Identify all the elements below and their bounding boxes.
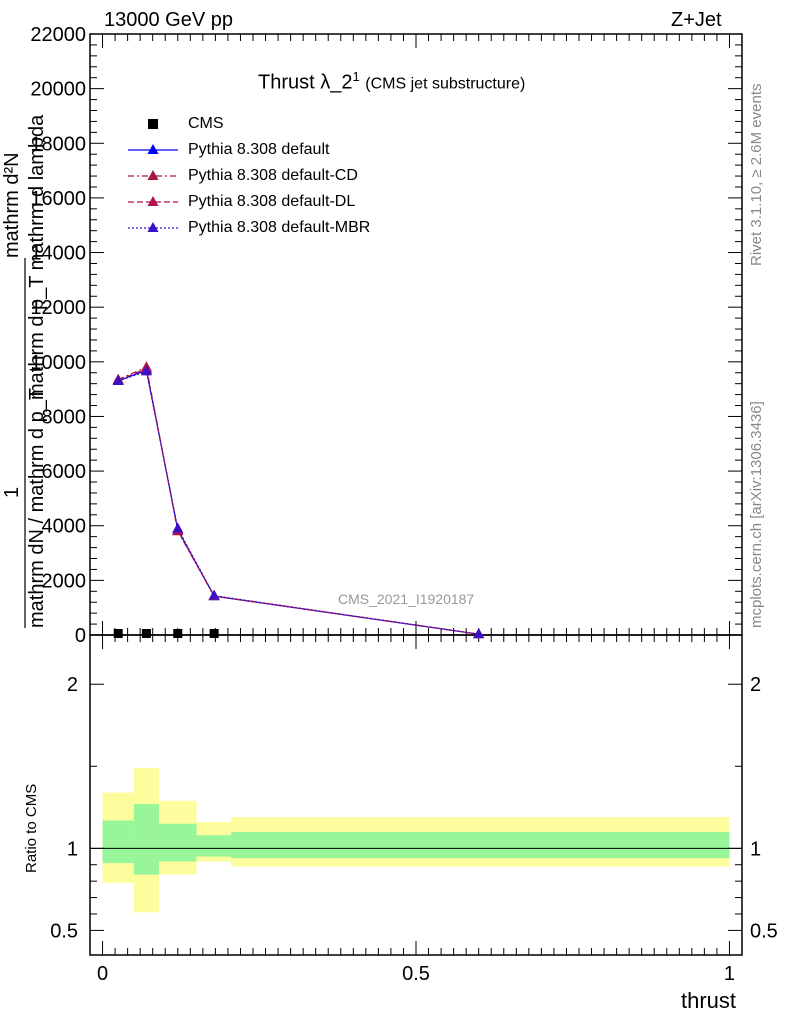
y-axis-label-bottom: mathrm d p_T mathrm d lambda (26, 114, 48, 400)
process-label: Z+Jet (671, 9, 722, 31)
legend-mark-cms (148, 119, 158, 129)
series-point-3 (140, 365, 152, 376)
ratio-band-inner-3 (196, 835, 232, 857)
mcplots-label: mcplots.cern.ch [arXiv:1306.3436] (748, 401, 765, 628)
legend-marker-2 (147, 196, 159, 206)
ratio-band-inner-2 (158, 823, 197, 862)
y-tick-label: 22000 (30, 24, 86, 46)
legend-marker-3 (147, 222, 159, 232)
y-tick-label: 0 (75, 625, 86, 647)
legend-label-dl: Pythia 8.308 default-DL (188, 193, 356, 210)
y-axis-label-prefactor-top: 1 (1, 486, 23, 498)
y-tick-label: 12000 (30, 297, 86, 319)
analysis-watermark: CMS_2021_I1920187 (338, 591, 475, 607)
y-axis-label-top: mathrm d²N (1, 152, 23, 258)
series-point-3 (473, 628, 485, 639)
ratio-y-tick-label-left: 1 (67, 838, 78, 860)
ratio-y-tick-label-left: 2 (67, 674, 78, 696)
rivet-version-label: Rivet 3.1.10, ≥ 2.6M events (748, 83, 765, 267)
series-line-2 (117, 367, 479, 635)
chart-title-text: Thrust λ_2 (258, 71, 353, 94)
y-tick-label: 14000 (30, 243, 86, 265)
x-tick-label: 0.5 (402, 963, 430, 985)
chart-subtitle: (CMS jet substructure) (365, 75, 526, 93)
chart-title-sup: 1 (352, 69, 360, 84)
legend-label-default: Pythia 8.308 default (188, 141, 330, 158)
ratio-y-tick-label-right: 2 (750, 674, 761, 696)
ratio-band-inner-0 (102, 820, 134, 864)
y-tick-label: 4000 (42, 516, 87, 538)
legend-marker-1 (147, 170, 159, 180)
x-tick-label: 0 (97, 963, 108, 985)
chart-title: Thrust λ_21 (CMS jet substructure) (258, 69, 525, 95)
y-axis-label-prefactor-bottom: mathrm dN / mathrm d p_T (26, 387, 48, 628)
energy-label: 13000 GeV pp (104, 9, 233, 31)
x-tick-label: 1 (724, 963, 735, 985)
y-tick-label: 8000 (42, 406, 87, 428)
ratio-plot-frame (89, 634, 743, 956)
ratio-y-tick-label-left: 0.5 (50, 920, 78, 942)
x-axis-label: thrust (681, 988, 737, 1013)
y-tick-label: 6000 (42, 461, 87, 483)
ratio-y-tick-label-right: 1 (750, 838, 761, 860)
ratio-y-tick-label-right: 0.5 (750, 920, 778, 942)
y-tick-label: 20000 (30, 79, 86, 101)
y-tick-label: 16000 (30, 188, 86, 210)
series-point-3 (112, 374, 124, 385)
data-point-cms (141, 629, 151, 638)
data-point-cms (113, 629, 123, 638)
data-point-cms (173, 629, 183, 638)
series-point-3 (208, 589, 220, 600)
legend-label-cms: CMS (188, 115, 224, 132)
y-tick-label: 10000 (30, 352, 86, 374)
legend-label-mbr: Pythia 8.308 default-MBR (188, 219, 371, 236)
data-point-cms (209, 629, 219, 638)
legend-label-cd: Pythia 8.308 default-CD (188, 167, 358, 184)
y-tick-label: 2000 (42, 570, 87, 592)
ratio-axis-label: Ratio to CMS (23, 783, 40, 873)
ratio-band-inner-1 (133, 804, 159, 875)
y-tick-label: 18000 (30, 133, 86, 155)
series-point-3 (172, 522, 184, 533)
legend-marker-0 (147, 144, 159, 154)
ratio-band-inner-4 (231, 831, 730, 859)
